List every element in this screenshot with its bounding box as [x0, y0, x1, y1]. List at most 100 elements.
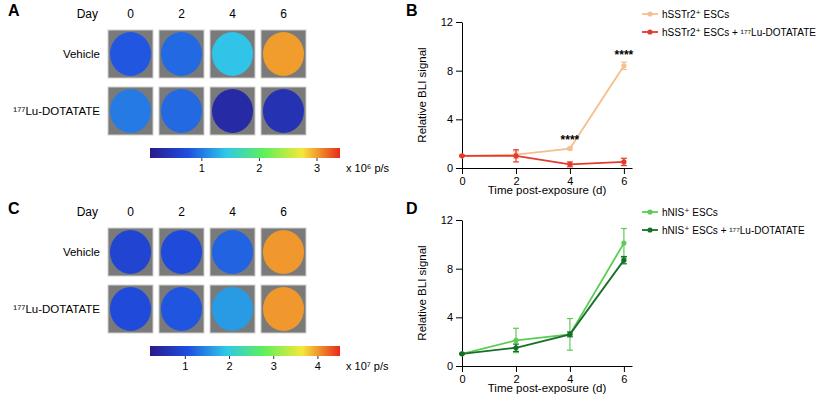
well-signal	[263, 287, 304, 331]
y-tick: 12	[441, 214, 462, 226]
well-signal	[161, 32, 202, 76]
row-label: Vehicle	[63, 48, 100, 60]
y-axis-title: Relative BLI signal	[416, 245, 428, 340]
y-tick: 0	[447, 162, 462, 174]
well-signal	[263, 89, 304, 133]
y-axis: 04812	[441, 16, 463, 174]
plot-area	[459, 229, 627, 357]
y-axis: 0 4 8 12	[441, 214, 463, 372]
point	[459, 153, 464, 158]
point	[513, 345, 518, 350]
y-tick-mark	[456, 168, 462, 169]
panel-label: C	[8, 200, 20, 217]
line-panel: B024604812Time post-exposure (d)Relative…	[406, 2, 816, 196]
y-tick-mark	[456, 119, 462, 120]
column-label: 6	[280, 7, 287, 21]
annotation: ****	[561, 133, 580, 147]
legend-label: hNIS⁺ ESCs + ¹⁷⁷Lu-DOTATATE	[662, 225, 805, 236]
x-tick-label: 6	[621, 373, 627, 385]
x-tick: 0	[459, 366, 465, 385]
error-cap	[621, 158, 627, 159]
panel-label: D	[406, 200, 418, 217]
colorbar-tick-label: 1	[182, 360, 188, 372]
column-label: 2	[178, 7, 185, 21]
y-tick-label: 0	[447, 360, 453, 372]
point	[621, 258, 626, 263]
well-signal	[161, 287, 202, 331]
plot-area	[459, 62, 627, 167]
x-tick-mark	[462, 168, 463, 174]
legend-label: hSSTr2⁺ ESCs + ¹⁷⁷Lu-DOTATATE	[662, 27, 816, 38]
y-tick-mark	[456, 317, 462, 318]
x-tick-mark	[624, 168, 625, 174]
well-frame	[108, 87, 153, 135]
legend-label: hSSTr2⁺ ESCs	[662, 9, 729, 20]
y-axis-line	[462, 221, 463, 367]
y-tick-label: 12	[441, 16, 453, 28]
well-signal	[263, 32, 304, 76]
colorbar-tick-label: 2	[256, 162, 262, 174]
legend: hNIS⁺ ESCshNIS⁺ ESCs + ¹⁷⁷Lu-DOTATATE	[642, 207, 805, 236]
well-signal	[212, 287, 253, 331]
x-tick-label: 0	[459, 175, 465, 187]
well-frame	[108, 228, 153, 276]
error-cap	[513, 344, 519, 345]
error-cap	[513, 161, 519, 162]
well-frame	[210, 285, 255, 333]
legend-marker	[647, 209, 652, 214]
y-tick: 8	[447, 263, 462, 275]
series-line	[462, 156, 624, 165]
image-panel: CDay0246Vehicle¹⁷⁷Lu-DOTATATE1234x 10⁷ p…	[8, 200, 389, 372]
y-tick-label: 8	[447, 65, 453, 77]
y-tick: 4	[447, 311, 462, 323]
series-line	[462, 243, 624, 354]
x-tick-label: 6	[621, 175, 627, 187]
well-signal	[161, 230, 202, 274]
y-tick-mark	[456, 22, 462, 23]
x-axis-line	[463, 366, 633, 367]
well-frame	[210, 30, 255, 78]
well-frame	[159, 285, 204, 333]
x-tick: 6	[621, 168, 627, 187]
series	[459, 150, 627, 167]
column-label: 4	[229, 205, 236, 219]
y-tick-mark	[456, 71, 462, 72]
y-axis-title: Relative BLI signal	[416, 47, 428, 142]
well-signal	[263, 230, 304, 274]
x-tick-mark	[624, 366, 625, 372]
well-frame	[159, 30, 204, 78]
image-panel: ADay0246Vehicle¹⁷⁷Lu-DOTATATE123x 10⁶ p/…	[8, 2, 390, 174]
legend-marker	[647, 11, 652, 16]
colorbar-label: x 10⁶ p/s	[346, 162, 390, 174]
colorbar-tick-label: 2	[226, 360, 232, 372]
well-signal	[110, 32, 151, 76]
point	[567, 162, 572, 167]
x-tick: 0	[459, 168, 465, 187]
well-frame	[261, 228, 306, 276]
point	[621, 241, 626, 246]
annotation: ****	[615, 48, 634, 62]
y-tick: 12	[441, 16, 462, 28]
column-label: 0	[127, 7, 134, 21]
error-cap	[621, 165, 627, 166]
column-label: 0	[127, 205, 134, 219]
well-frame	[210, 87, 255, 135]
series-line	[462, 260, 624, 354]
x-tick-mark	[516, 366, 517, 372]
point	[459, 153, 464, 158]
y-tick-label: 0	[447, 162, 453, 174]
point	[567, 332, 572, 337]
panel-label: B	[406, 2, 418, 19]
error-cap	[513, 149, 519, 150]
colorbar-tick	[201, 158, 202, 161]
colorbar-tick-label: 3	[314, 162, 320, 174]
column-title: Day	[77, 205, 98, 219]
column-title: Day	[77, 7, 98, 21]
well-signal	[212, 230, 253, 274]
colorbar-tick	[317, 356, 318, 359]
x-tick-label: 0	[459, 373, 465, 385]
well-frame	[108, 285, 153, 333]
error-cap	[513, 352, 519, 353]
point	[513, 153, 518, 158]
y-tick-mark	[456, 220, 462, 221]
